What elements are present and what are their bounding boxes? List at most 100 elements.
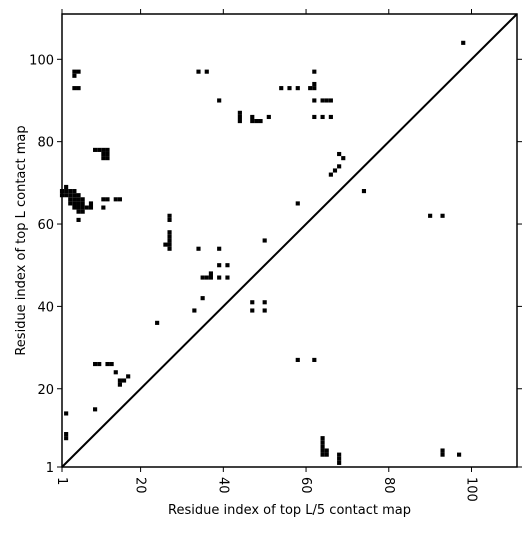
contact-point [324,452,329,457]
contact-point [68,197,73,202]
contact-point [312,86,317,91]
contact-point [64,184,69,190]
contact-point [101,147,106,152]
contact-point [320,452,325,457]
contact-point [88,201,94,206]
contact-point [337,460,342,465]
contact-point [167,242,172,247]
contact-point [163,242,168,247]
contact-point [320,444,325,449]
contact-point [105,197,110,202]
contact-point [105,361,110,367]
contact-point [225,263,230,268]
contact-point [64,411,69,416]
contact-point [320,440,325,445]
contact-point [196,246,201,251]
contact-point [64,432,69,437]
contact-point [97,361,102,367]
contact-point [320,114,325,120]
contact-point [113,370,118,375]
x-tick-label: 1 [54,477,69,485]
contact-point [167,246,172,251]
contact-point [337,164,342,169]
contact-point [105,156,110,161]
contact-point [93,361,98,367]
contact-point [262,308,267,313]
contact-point [217,98,222,103]
contact-point [72,201,77,206]
contact-point [64,436,69,441]
contact-point [68,189,73,194]
contact-point [93,407,98,412]
contact-point [237,110,242,115]
contact-point [192,308,197,313]
contact-point [72,189,77,194]
contact-point [341,156,346,161]
contact-point [155,320,160,325]
contact-point [312,357,317,362]
contact-point [76,86,81,91]
contact-point [208,271,213,276]
contact-point [80,197,85,202]
contact-point [337,456,342,461]
y-tick-label: 20 [37,383,54,398]
contact-point [250,308,255,313]
contact-point [250,114,255,120]
contact-point [324,98,329,103]
contact-point [337,452,342,457]
contact-point [76,201,81,206]
contact-point [320,436,325,441]
contact-point [80,205,85,210]
diagonal-line [61,13,518,468]
contact-point [101,151,106,157]
contact-point [428,213,433,218]
contact-point [200,296,205,301]
contact-point [320,448,325,453]
contact-point [113,197,118,202]
contact-point [101,156,106,161]
contact-point [440,452,445,457]
contact-point [320,98,325,103]
contact-point [312,69,317,74]
x-tick-label: 100 [464,477,479,502]
contact-point [328,98,333,103]
contact-point [266,114,271,120]
contact-point [217,263,222,268]
contact-point [68,193,73,198]
contact-point [200,275,205,280]
contact-point [440,213,445,218]
contact-point [167,230,172,235]
contact-point [332,168,338,173]
y-tick-label: 1 [46,461,54,476]
contact-point [76,217,81,222]
contact-point [167,234,172,239]
contact-point [328,172,333,177]
contact-point [76,193,81,198]
contact-point [80,201,85,206]
contact-point [76,205,81,210]
contact-point [312,98,317,103]
contact-point [361,189,367,194]
contact-point [262,238,267,243]
contact-point [312,81,317,87]
contact-point [72,205,77,210]
contact-point [101,197,106,202]
contact-point [76,197,81,202]
contact-point [72,193,77,198]
contact-point [84,205,89,210]
contact-point [204,69,209,74]
contact-point [287,86,292,91]
contact-point [250,300,255,305]
contact-point [457,452,462,457]
contact-point [105,151,110,157]
contact-point [72,86,77,91]
contact-point [167,238,172,243]
contact-point [72,69,77,74]
contact-point [93,147,98,152]
contact-point [208,275,213,280]
contact-point [109,361,114,367]
contact-point [117,382,122,387]
contact-point [324,448,329,453]
